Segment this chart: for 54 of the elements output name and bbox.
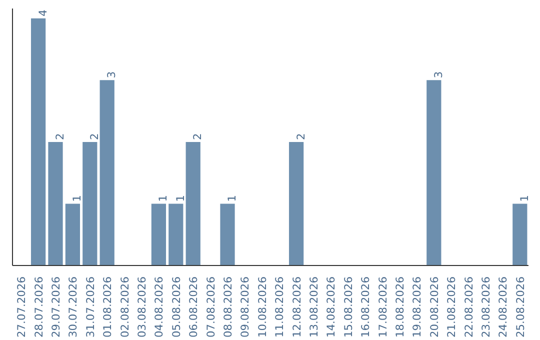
x-tick-label: 16.08.2026 [359,276,372,338]
x-tick-label: 03.08.2026 [136,276,148,338]
x-tick-label: 11.08.2026 [273,276,286,338]
x-tick-label: 27.07.2026 [15,276,28,338]
data-label: 1 [518,194,531,202]
x-tick-label: 22.08.2026 [462,276,476,338]
bar [151,204,166,266]
x-tick-label: 01.08.2026 [101,276,114,338]
x-tick-label: 20.08.2026 [428,276,441,338]
data-label: 2 [191,133,204,140]
data-label: 2 [294,133,308,140]
x-tick-label: 14.08.2026 [324,276,338,338]
bar [30,18,46,266]
x-tick-label: 31.07.2026 [84,276,97,338]
bar [82,142,98,266]
x-tick-label: 19.08.2026 [410,276,424,338]
x-tick-label: 28.07.2026 [32,276,46,338]
bar [288,142,304,266]
x-tick-label: 12.08.2026 [290,276,304,338]
bar [100,80,114,266]
bar [65,204,80,266]
x-tick-label: 10.08.2026 [256,276,269,338]
x-tick-label: 30.07.2026 [66,276,80,338]
x-tick-label: 21.08.2026 [445,276,458,338]
data-label: 3 [432,71,445,78]
x-tick-label: 23.08.2026 [480,276,492,338]
x-tick-label: 05.08.2026 [170,276,183,338]
bar [512,204,528,266]
x-tick-label: 07.08.2026 [204,276,218,338]
x-tick-label: 09.08.2026 [238,276,252,338]
x-tick-label: 13.08.2026 [308,276,320,338]
x-tick-label: 15.08.2026 [342,276,355,338]
data-label: 4 [36,9,50,16]
bar [220,204,235,266]
x-tick-label: 17.08.2026 [376,276,390,338]
bar [426,80,442,266]
bar [186,142,200,266]
data-label: 1 [156,194,170,202]
x-tick-label: 02.08.2026 [118,276,132,338]
data-label: 1 [70,194,84,202]
x-tick-label: 06.08.2026 [187,276,200,338]
data-label: 2 [54,133,66,140]
data-label: 1 [174,194,187,202]
bar [168,204,184,266]
x-tick-label: 04.08.2026 [152,276,166,338]
x-tick-label: 24.08.2026 [496,276,510,338]
x-tick-label: 29.07.2026 [50,276,62,338]
x-tick-label: 08.08.2026 [222,276,234,338]
x-tick-label: 25.08.2026 [514,276,527,338]
data-label: 3 [105,71,118,78]
data-label: 2 [88,133,101,140]
data-label: 1 [226,194,238,202]
bar [48,142,63,266]
x-tick-label: 18.08.2026 [394,276,406,338]
